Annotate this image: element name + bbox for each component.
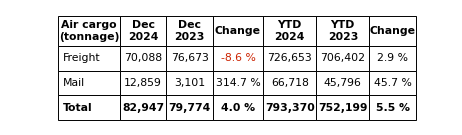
Bar xyxy=(166,46,213,71)
Text: 4.0 %: 4.0 % xyxy=(221,103,255,113)
Bar xyxy=(370,95,416,120)
Bar xyxy=(120,46,166,71)
Text: YTD
2023: YTD 2023 xyxy=(328,20,358,42)
Bar xyxy=(263,46,316,71)
Bar xyxy=(58,95,120,120)
Bar xyxy=(166,71,213,95)
Text: Dec
2023: Dec 2023 xyxy=(174,20,205,42)
Bar xyxy=(213,16,263,46)
Text: 70,088: 70,088 xyxy=(124,53,162,63)
Text: Dec
2024: Dec 2024 xyxy=(128,20,158,42)
Bar xyxy=(58,16,120,46)
Text: 793,370: 793,370 xyxy=(265,103,315,113)
Bar xyxy=(213,71,263,95)
Text: Change: Change xyxy=(370,26,416,36)
Bar xyxy=(316,95,370,120)
Bar xyxy=(58,71,120,95)
Bar xyxy=(213,46,263,71)
Bar xyxy=(370,46,416,71)
Text: 706,402: 706,402 xyxy=(320,53,365,63)
Bar xyxy=(263,71,316,95)
Bar xyxy=(316,46,370,71)
Bar xyxy=(263,16,316,46)
Text: 45,796: 45,796 xyxy=(324,78,362,88)
Bar xyxy=(370,71,416,95)
Text: 752,199: 752,199 xyxy=(318,103,368,113)
Text: 82,947: 82,947 xyxy=(122,103,164,113)
Text: 726,653: 726,653 xyxy=(267,53,312,63)
Text: 66,718: 66,718 xyxy=(271,78,309,88)
Text: YTD
2024: YTD 2024 xyxy=(274,20,305,42)
Bar xyxy=(120,71,166,95)
Text: Air cargo
(tonnage): Air cargo (tonnage) xyxy=(59,20,119,42)
Bar xyxy=(370,16,416,46)
Text: 79,774: 79,774 xyxy=(169,103,211,113)
Bar xyxy=(166,16,213,46)
Text: Mail: Mail xyxy=(62,78,85,88)
Text: Total: Total xyxy=(62,103,92,113)
Bar xyxy=(316,71,370,95)
Text: 45.7 %: 45.7 % xyxy=(374,78,412,88)
Text: 314.7 %: 314.7 % xyxy=(216,78,260,88)
Bar xyxy=(263,95,316,120)
Text: Change: Change xyxy=(215,26,261,36)
Text: -8.6 %: -8.6 % xyxy=(220,53,255,63)
Bar xyxy=(120,16,166,46)
Text: Freight: Freight xyxy=(62,53,100,63)
Text: 2.9 %: 2.9 % xyxy=(377,53,408,63)
Text: 12,859: 12,859 xyxy=(124,78,162,88)
Text: 3,101: 3,101 xyxy=(174,78,205,88)
Bar xyxy=(316,16,370,46)
Text: 76,673: 76,673 xyxy=(170,53,208,63)
Bar xyxy=(213,95,263,120)
Bar xyxy=(120,95,166,120)
Bar xyxy=(166,95,213,120)
Bar xyxy=(58,46,120,71)
Text: 5.5 %: 5.5 % xyxy=(376,103,410,113)
